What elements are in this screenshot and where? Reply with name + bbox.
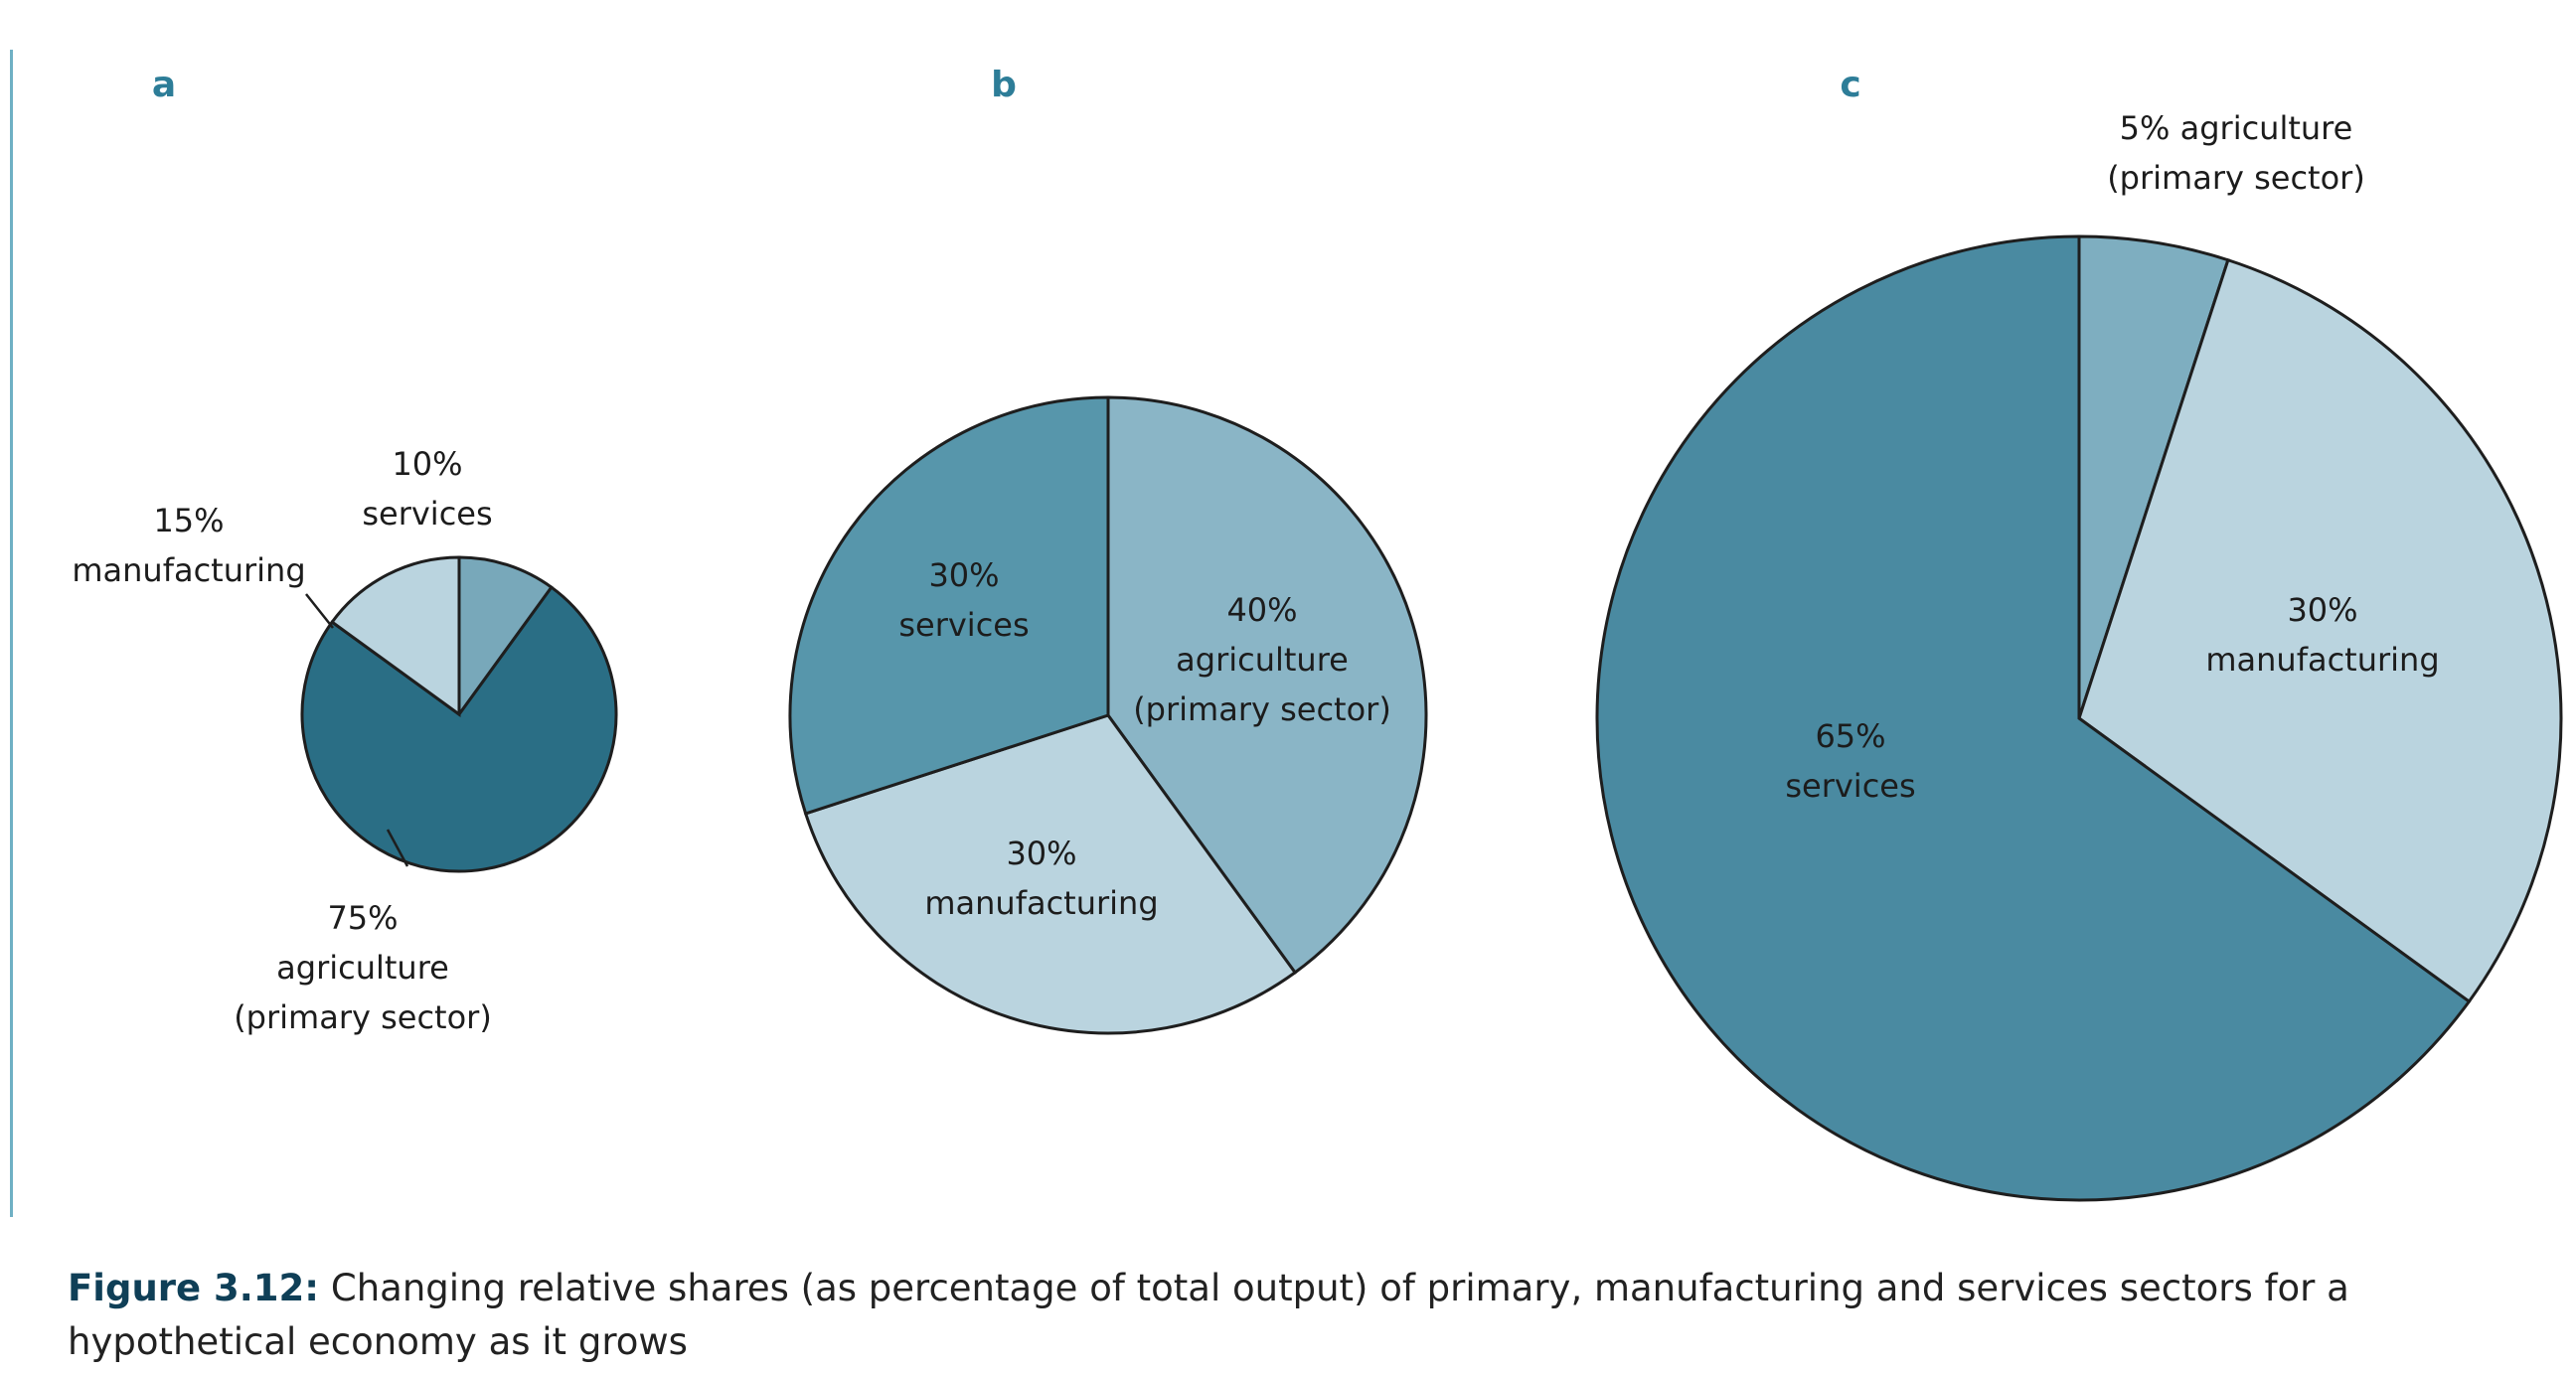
slice-a-services: [457, 555, 554, 719]
figure-number: Figure 3.12:: [68, 1267, 320, 1309]
slice-c-manufacturing: [2077, 257, 2563, 1004]
slice-label-b-0: 40% agriculture (primary sector): [1133, 591, 1391, 728]
slice-label-b-1: 30% manufacturing: [924, 835, 1158, 922]
leader-line-a-1: [386, 829, 409, 867]
slice-label-c-1: 30% manufacturing: [2205, 591, 2439, 679]
slice-label-a-0: 10% services: [362, 445, 492, 533]
left-margin-rule: [10, 50, 13, 1217]
slice-b-agriculture: [1106, 395, 1428, 975]
slice-b-services: [788, 395, 1110, 816]
slice-label-b-2: 30% services: [898, 556, 1029, 644]
pie-charts-figure: 10% services 75% agriculture (primary sector…: [72, 65, 2563, 1202]
slice-label-a-1: 75% agriculture (primary sector): [234, 899, 492, 1036]
pie-b: 40% agriculture (primary sector) 30% manufac…: [788, 65, 1428, 1035]
panel-letter-b: b: [991, 65, 1017, 105]
slice-c-services: [1595, 234, 2472, 1202]
slice-b-manufacturing: [803, 713, 1298, 1035]
slice-label-a-2: 15% manufacturing: [72, 502, 305, 589]
slice-label-c-0: 5% agriculture (primary sector): [2107, 109, 2365, 197]
panel-letter-c: c: [1840, 65, 1860, 105]
leader-line-a-2: [305, 593, 334, 629]
pie-c: 5% agriculture (primary sector) 30% manufac…: [1595, 65, 2563, 1202]
slice-a-manufacturing: [330, 555, 461, 717]
figure-caption: Figure 3.12: Changing relative shares (a…: [68, 1262, 2512, 1369]
slice-label-c-2: 65% services: [1785, 717, 1915, 805]
slice-c-primarysector: [2077, 234, 2230, 719]
figure-caption-text: Changing relative shares (as percentage …: [68, 1267, 2349, 1363]
pie-a: 10% services 75% agriculture (primary sector…: [72, 65, 618, 1036]
panel-letter-a: a: [152, 65, 176, 105]
